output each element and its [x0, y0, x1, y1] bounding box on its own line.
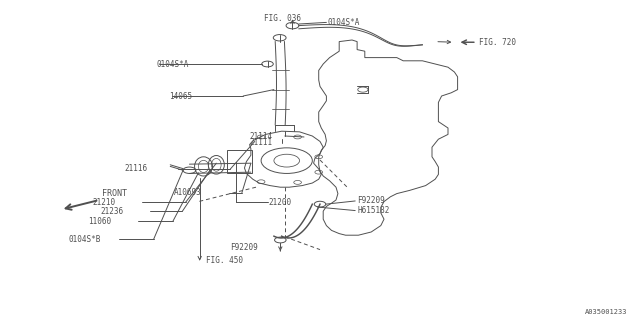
Text: 21111: 21111 — [250, 138, 273, 147]
Text: 0104S*B: 0104S*B — [68, 235, 101, 244]
Text: 21210: 21210 — [93, 198, 116, 207]
Text: 21116: 21116 — [125, 164, 148, 173]
Text: 14065: 14065 — [170, 92, 193, 100]
Text: FIG. 720: FIG. 720 — [479, 38, 516, 47]
Text: 11060: 11060 — [88, 217, 111, 226]
Text: H615182: H615182 — [357, 206, 390, 215]
Text: A10693: A10693 — [174, 188, 202, 197]
Text: 21236: 21236 — [100, 207, 124, 216]
Text: 21200: 21200 — [269, 198, 292, 207]
Text: 21114: 21114 — [250, 132, 273, 140]
Text: FRONT: FRONT — [102, 189, 127, 198]
Text: F92209: F92209 — [230, 244, 258, 252]
Text: 0104S*A: 0104S*A — [157, 60, 189, 68]
Text: 0104S*A: 0104S*A — [328, 18, 360, 27]
Text: FIG. 036: FIG. 036 — [264, 14, 301, 23]
Text: A035001233: A035001233 — [585, 309, 627, 315]
Text: F92209: F92209 — [357, 196, 385, 205]
Text: FIG. 450: FIG. 450 — [206, 256, 243, 265]
